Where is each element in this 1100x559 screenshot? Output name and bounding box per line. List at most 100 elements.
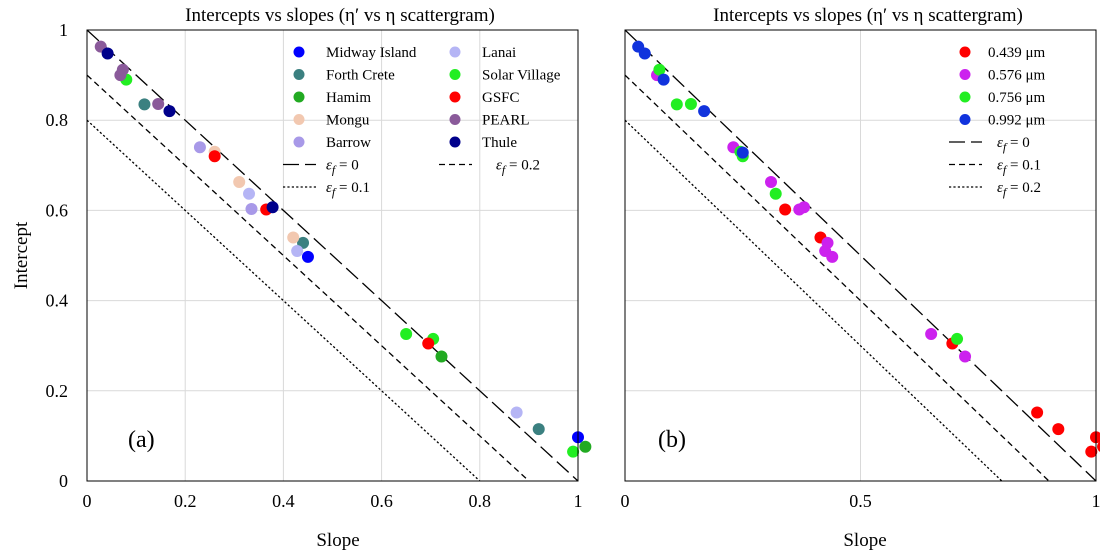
data-point [1085, 446, 1097, 458]
legend: Midway Island Forth Crete Hamim Mongu Barrow… [283, 45, 561, 199]
legend-marker [450, 114, 461, 125]
legend-label: 0.756 μm [988, 90, 1046, 106]
data-point [117, 64, 129, 76]
legend-marker [450, 47, 461, 58]
legend-label: 0.992 μm [988, 113, 1046, 129]
data-point [685, 98, 697, 110]
panel-label: (a) [128, 427, 155, 453]
legend-label: Thule [482, 135, 517, 151]
legend-marker [450, 137, 461, 148]
legend-label: εf = 0.1 [326, 180, 370, 199]
legend-marker [450, 69, 461, 80]
y-tick-label: 0.6 [46, 200, 69, 220]
data-point [798, 201, 810, 213]
legend-marker [294, 47, 305, 58]
data-point [639, 47, 651, 59]
data-point [826, 251, 838, 263]
data-point [579, 441, 591, 453]
legend-marker [294, 69, 305, 80]
legend-marker [294, 92, 305, 103]
legend-marker [450, 92, 461, 103]
legend-label: PEARL [482, 113, 530, 129]
data-point [267, 201, 279, 213]
x-tick-label: 0.4 [272, 491, 295, 511]
data-point [291, 245, 303, 257]
x-tick-label: 0.2 [174, 491, 197, 511]
data-point [194, 141, 206, 153]
data-point [951, 333, 963, 345]
y-tick-label: 0.4 [46, 291, 69, 311]
legend-label: Lanai [482, 45, 516, 61]
y-tick-label: 0.8 [46, 110, 69, 130]
x-tick-label: 1 [574, 491, 583, 511]
data-point [567, 446, 579, 458]
data-point [152, 98, 164, 110]
legend-label: Mongu [326, 113, 370, 129]
data-point [302, 251, 314, 263]
x-tick-label: 1 [1092, 491, 1100, 511]
y-tick-label: 1 [59, 20, 68, 40]
panel-a: 0 0.2 0.4 0.6 0.8 1 0 0.2 0.4 0.6 0.8 1 Intercepts v… [11, 5, 591, 554]
panel-b: 0 0.5 1 Intercepts vs slopes (η′ vs η scatt… [621, 5, 1100, 554]
data-point [770, 188, 782, 200]
panel-label: (b) [658, 427, 686, 453]
data-point [422, 337, 434, 349]
legend-label: εf = 0.2 [997, 180, 1041, 199]
data-point [287, 231, 299, 243]
data-point [245, 203, 257, 215]
data-point [243, 188, 255, 200]
data-point [102, 47, 114, 59]
legend-marker [294, 137, 305, 148]
data-point [779, 203, 791, 215]
legend-label: Midway Island [326, 45, 417, 61]
chart-title: Intercepts vs slopes (η′ vs η scattergra… [713, 5, 1023, 26]
data-point [698, 105, 710, 117]
data-point [959, 351, 971, 363]
legend-label: GSFC [482, 90, 520, 106]
legend-marker [294, 114, 305, 125]
legend-label: 0.576 μm [988, 68, 1046, 84]
data-point [533, 423, 545, 435]
data-point [400, 328, 412, 340]
y-tick-label: 0.2 [46, 381, 69, 401]
data-point [233, 176, 245, 188]
data-point [737, 147, 749, 159]
x-axis-label: Slope [316, 530, 359, 551]
legend-marker [960, 47, 971, 58]
legend-label: 0.439 μm [988, 45, 1046, 61]
x-tick-label: 0 [83, 491, 92, 511]
chart-title: Intercepts vs slopes (η′ vs η scattergra… [185, 5, 495, 26]
legend-label: εf = 0.2 [496, 158, 540, 177]
legend-marker [960, 92, 971, 103]
data-point [925, 328, 937, 340]
legend-marker [960, 69, 971, 80]
x-tick-label: 0.8 [469, 491, 492, 511]
data-point [436, 351, 448, 363]
legend-label: εf = 0 [997, 135, 1030, 154]
x-tick-label: 0 [621, 491, 630, 511]
y-tick-label: 0 [59, 471, 68, 491]
data-point [1090, 431, 1100, 443]
x-axis-label: Slope [843, 530, 886, 551]
data-point [822, 237, 834, 249]
legend: 0.439 μm 0.576 μm 0.756 μm 0.992 μm εf = 0 εf… [949, 45, 1046, 199]
data-point [138, 98, 150, 110]
legend-label: Hamim [326, 90, 371, 106]
data-point [1052, 423, 1064, 435]
legend-label: εf = 0.1 [997, 158, 1041, 177]
legend-label: Forth Crete [326, 68, 395, 84]
x-tick-label: 0.6 [370, 491, 393, 511]
legend-label: Barrow [326, 135, 371, 151]
x-tick-label: 0.5 [849, 491, 872, 511]
data-point [511, 406, 523, 418]
legend-label: Solar Village [482, 68, 561, 84]
data-point [1031, 406, 1043, 418]
legend-label: εf = 0 [326, 158, 359, 177]
data-point [671, 98, 683, 110]
data-point [163, 105, 175, 117]
y-axis-label: Intercept [11, 221, 32, 289]
data-point [765, 176, 777, 188]
legend-marker [960, 114, 971, 125]
